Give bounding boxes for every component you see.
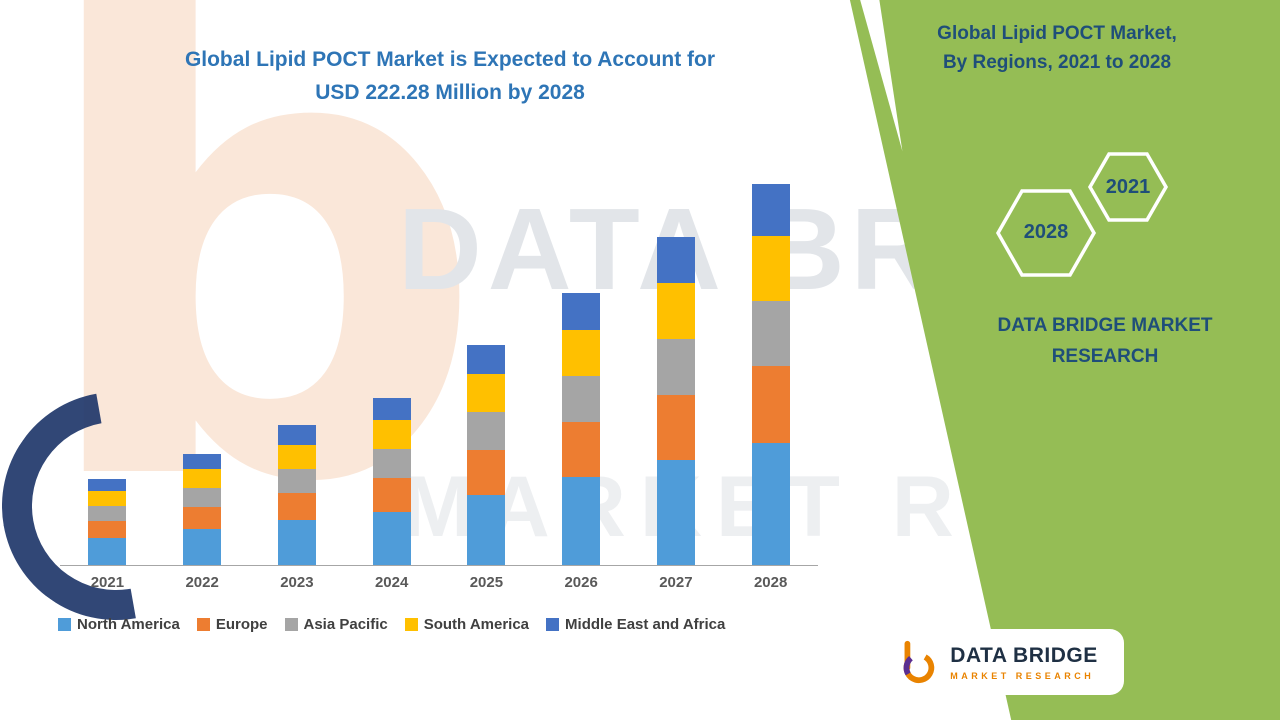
bar-segment-asia-pacific [562,376,601,422]
legend-item-north-america: North America [58,616,180,633]
legend-label: North America [77,616,180,633]
x-axis-label-2022: 2022 [185,574,219,591]
legend-swatch [284,618,298,631]
panel-title: Global Lipid POCT Market, By Regions, 20… [892,20,1222,77]
bar-segment-middle-east-and-africa [88,479,127,491]
bar-2022 [183,454,222,565]
bar-segment-south-america [751,236,790,301]
logo-subtitle: MARKET RESEARCH [950,670,1095,681]
legend-label: Europe [215,616,268,633]
panel-brand-line1: DATA BRIDGE MARKET [997,315,1213,336]
bar-segment-europe [372,478,411,512]
data-bridge-logo-icon [903,640,935,684]
bar-segment-middle-east-and-africa [562,293,601,330]
bar-segment-asia-pacific [183,488,222,507]
bar-2023 [277,425,316,565]
bar-segment-south-america [467,374,506,412]
bar-2028 [751,184,790,565]
x-axis-label-2024: 2024 [374,574,409,591]
bar-2026 [562,293,601,565]
legend-label: South America [423,616,530,633]
bar-segment-asia-pacific [372,449,411,478]
bar-segment-asia-pacific [656,339,695,395]
bar-segment-europe [467,450,506,495]
hex-year-2021: 2021 [1105,176,1151,198]
bar-segment-middle-east-and-africa [372,398,411,420]
bar-segment-south-america [183,469,222,488]
x-axis-labels: 2021 2022 2023 2024 2025 2026 2027 2028 [60,574,818,591]
chart-title-line2: USD 222.28 Million by 2028 [315,80,585,104]
x-axis-label-2026: 2026 [564,574,598,591]
logo-text: DATA BRIDGE MARKET RESEARCH [950,644,1097,681]
panel-title-line2: By Regions, 2021 to 2028 [942,51,1172,73]
legend-swatch [546,618,560,631]
bar-segment-south-america [656,283,695,339]
chart-title: Global Lipid POCT Market is Expected to … [115,44,785,109]
bar-segment-middle-east-and-africa [656,237,695,283]
bar-segment-asia-pacific [88,506,127,521]
bar-2021 [88,479,127,565]
bar-segment-north-america [183,529,222,565]
bar-segment-north-america [562,477,601,565]
bar-segment-middle-east-and-africa [751,184,790,236]
logo-card: DATA BRIDGE MARKET RESEARCH [868,629,1124,695]
panel-title-line1: Global Lipid POCT Market, [937,23,1177,44]
hex-year-2028: 2028 [1023,221,1069,243]
legend-item-middle-east-and-africa: Middle East and Africa [546,616,725,633]
bar-segment-north-america [751,443,790,565]
legend-label: Asia Pacific [303,616,388,633]
legend-item-asia-pacific: Asia Pacific [284,616,388,633]
x-axis-label-2028: 2028 [753,574,788,591]
bar-segment-north-america [656,460,695,565]
bar-2025 [467,345,506,565]
legend-item-europe: Europe [196,616,268,633]
legend-label: Middle East and Africa [565,616,726,633]
bar-segment-north-america [88,538,127,565]
bar-segment-asia-pacific [277,469,316,493]
x-axis-label-2021: 2021 [90,574,125,591]
bar-segment-asia-pacific [467,412,506,450]
bar-segment-europe [183,507,222,529]
legend-swatch [404,618,418,631]
bar-segment-europe [751,366,790,443]
hexagons-icon [995,152,1169,277]
bar-2027 [656,237,695,565]
bar-segment-south-america [562,330,601,376]
bar-segment-asia-pacific [751,301,790,366]
x-axis-label-2027: 2027 [659,574,693,591]
bar-segment-europe [277,493,316,520]
legend-swatch [196,618,210,631]
logo-name: DATA BRIDGE [950,643,1098,667]
watermark-b-icon: b [30,0,489,622]
plot-area [60,176,818,566]
bar-segment-europe [88,521,127,538]
panel-brand-line2: RESEARCH [1051,346,1159,368]
bar-segment-middle-east-and-africa [277,425,316,445]
bar-segment-middle-east-and-africa [467,345,506,374]
bar-segment-north-america [372,512,411,565]
chart-title-line1: Global Lipid POCT Market is Expected to … [184,48,716,71]
bar-segment-europe [562,422,601,477]
bar-segment-europe [656,395,695,460]
legend: North America Europe Asia Pacific South Ame… [58,616,848,633]
bar-segment-south-america [277,445,316,469]
bar-segment-north-america [277,520,316,565]
legend-swatch [58,618,71,631]
bar-2024 [372,398,411,565]
legend-item-south-america: South America [404,616,530,633]
panel-brand: DATA BRIDGE MARKET RESEARCH [955,310,1255,373]
x-axis-label-2023: 2023 [280,574,314,591]
bar-segment-north-america [467,495,506,565]
x-axis-label-2025: 2025 [469,574,504,591]
bar-segment-middle-east-and-africa [183,454,222,469]
bar-segment-south-america [372,420,411,449]
bar-segment-south-america [88,491,127,506]
